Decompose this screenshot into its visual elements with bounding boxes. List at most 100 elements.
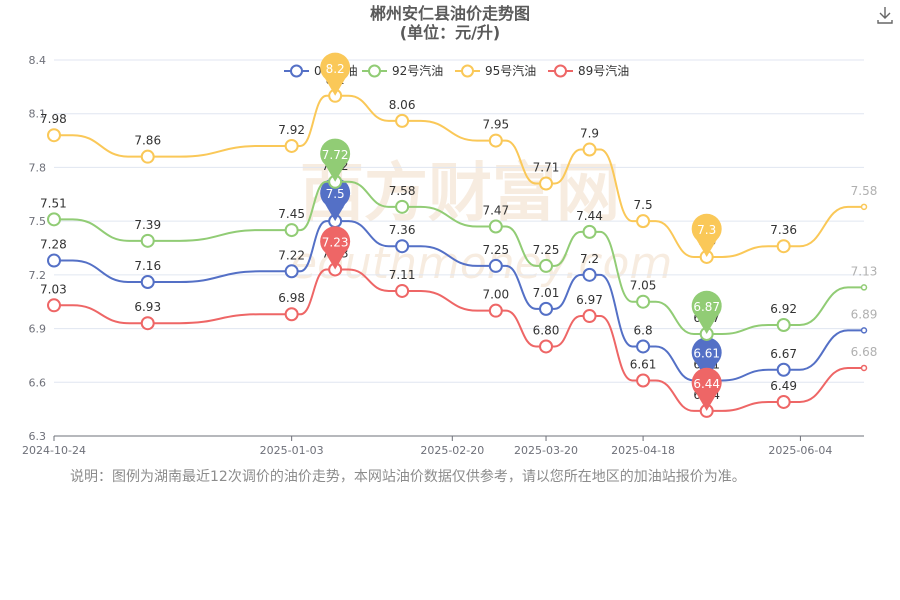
min-pin-label: 6.44 [693, 377, 720, 391]
series-line-0 [54, 220, 864, 382]
data-point [776, 239, 791, 254]
data-label: 7.05 [630, 279, 657, 293]
y-tick-label: 7.8 [29, 161, 47, 174]
footer-note: 说明：图例为湖南最近12次调价的油价走势，本网站油价数据仅供参考，请以您所在地区… [70, 469, 746, 485]
data-label: 7.5 [634, 198, 653, 212]
min-pin-label: 6.61 [693, 346, 720, 360]
data-point [488, 303, 503, 318]
data-point [140, 233, 155, 248]
data-label: 7.92 [278, 123, 305, 137]
data-label: 7.44 [576, 209, 603, 223]
data-label: 6.89 [851, 307, 878, 321]
max-pin-label: 7.23 [322, 235, 349, 249]
min-pin-label: 7.3 [697, 223, 716, 237]
data-label: 7.2 [580, 252, 599, 266]
chart-title: 郴州安仁县油价走势图 (单位：元/升) [0, 4, 900, 42]
data-label: 7.01 [533, 286, 560, 300]
data-label: 7.47 [482, 204, 509, 218]
legend-marker [290, 64, 303, 78]
x-tick-label: 2025-02-20 [420, 444, 484, 457]
legend-item-1: 92号汽油 [362, 63, 443, 78]
data-point [636, 339, 651, 354]
data-point [636, 214, 651, 229]
data-point [395, 113, 410, 128]
data-label: 7.25 [533, 243, 560, 257]
data-point [47, 212, 61, 227]
data-point [539, 301, 554, 316]
data-point [395, 283, 410, 298]
data-label: 7.58 [851, 184, 878, 198]
legend-label: 89号汽油 [578, 63, 629, 78]
data-label: 6.61 [630, 357, 657, 371]
y-tick-label: 6.9 [29, 323, 47, 336]
chart-title-line1: 郴州安仁县油价走势图 [369, 4, 530, 23]
data-label: 7.51 [40, 196, 67, 210]
data-point [140, 316, 155, 331]
y-tick-label: 7.5 [29, 215, 47, 228]
min-pin-0: 6.61 [691, 337, 722, 381]
data-label: 8.06 [389, 98, 416, 112]
data-point [776, 317, 791, 332]
download-icon[interactable] [874, 4, 896, 26]
data-point [395, 199, 410, 214]
data-label: 6.93 [134, 300, 161, 314]
data-point [47, 253, 61, 268]
data-label: 7.16 [134, 259, 161, 273]
min-pin-2: 7.3 [691, 213, 722, 257]
data-point [284, 223, 299, 238]
data-label: 7.39 [134, 218, 161, 232]
chart-title-line2: (单位：元/升) [399, 23, 501, 42]
min-pin-shape [691, 337, 722, 381]
data-point [539, 258, 554, 273]
data-label: 7.13 [851, 264, 878, 278]
data-point [582, 309, 597, 324]
y-tick-label: 8.1 [29, 108, 47, 121]
y-tick-label: 7.2 [29, 269, 47, 282]
min-pin-label: 6.87 [693, 300, 720, 314]
max-pin-0: 7.5 [320, 177, 351, 222]
data-point [776, 362, 791, 377]
data-point [539, 339, 554, 354]
min-pin-1: 6.87 [691, 290, 722, 334]
max-pin-label: 7.5 [326, 187, 345, 201]
legend-marker [368, 64, 381, 78]
max-pin-shape [320, 138, 351, 182]
data-point [860, 284, 868, 291]
x-tick-label: 2025-03-20 [514, 444, 578, 457]
series-line-1 [54, 180, 864, 335]
legend-label: 95号汽油 [485, 63, 536, 78]
data-point [636, 373, 651, 388]
y-tick-label: 6.3 [29, 430, 47, 443]
data-point [140, 149, 155, 164]
data-point [488, 219, 503, 234]
data-point [284, 264, 299, 279]
max-pin-label: 8.2 [326, 62, 345, 76]
min-pin-shape [691, 367, 722, 411]
data-label: 6.97 [576, 293, 603, 307]
data-label: 7.03 [40, 282, 67, 296]
x-tick-label: 2025-01-03 [260, 444, 324, 457]
legend-label: 92号汽油 [392, 63, 443, 78]
data-point [284, 307, 299, 322]
max-pin-label: 7.72 [322, 148, 349, 162]
max-pin-2: 8.2 [320, 52, 351, 96]
data-label: 7.25 [482, 243, 509, 257]
data-label: 6.80 [533, 323, 560, 337]
data-point [860, 364, 868, 372]
data-point [582, 267, 597, 282]
x-tick-label: 2025-06-04 [768, 444, 832, 457]
data-point [860, 203, 868, 211]
y-tick-label: 6.6 [29, 376, 47, 389]
data-point [860, 327, 868, 334]
x-tick-label: 2024-10-24 [22, 444, 86, 457]
max-pin-shape [320, 52, 351, 96]
data-label: 7.11 [389, 268, 416, 282]
data-label: 6.67 [770, 347, 797, 361]
data-point [47, 298, 61, 313]
series-line-2 [54, 94, 864, 258]
data-point [284, 138, 299, 153]
legend-marker [554, 64, 567, 78]
legend-marker [461, 64, 474, 78]
max-pin-1: 7.72 [320, 138, 351, 182]
